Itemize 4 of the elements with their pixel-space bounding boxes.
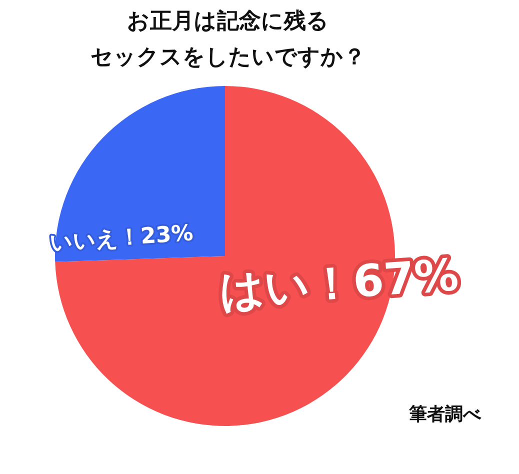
text: 筆者調べ [408, 404, 482, 425]
chart-title: お正月は記念に残るセックスをしたいですか？ [90, 9, 366, 70]
slice-label: はい！67% [218, 250, 460, 318]
slice-label: いいえ！23% [49, 221, 194, 256]
